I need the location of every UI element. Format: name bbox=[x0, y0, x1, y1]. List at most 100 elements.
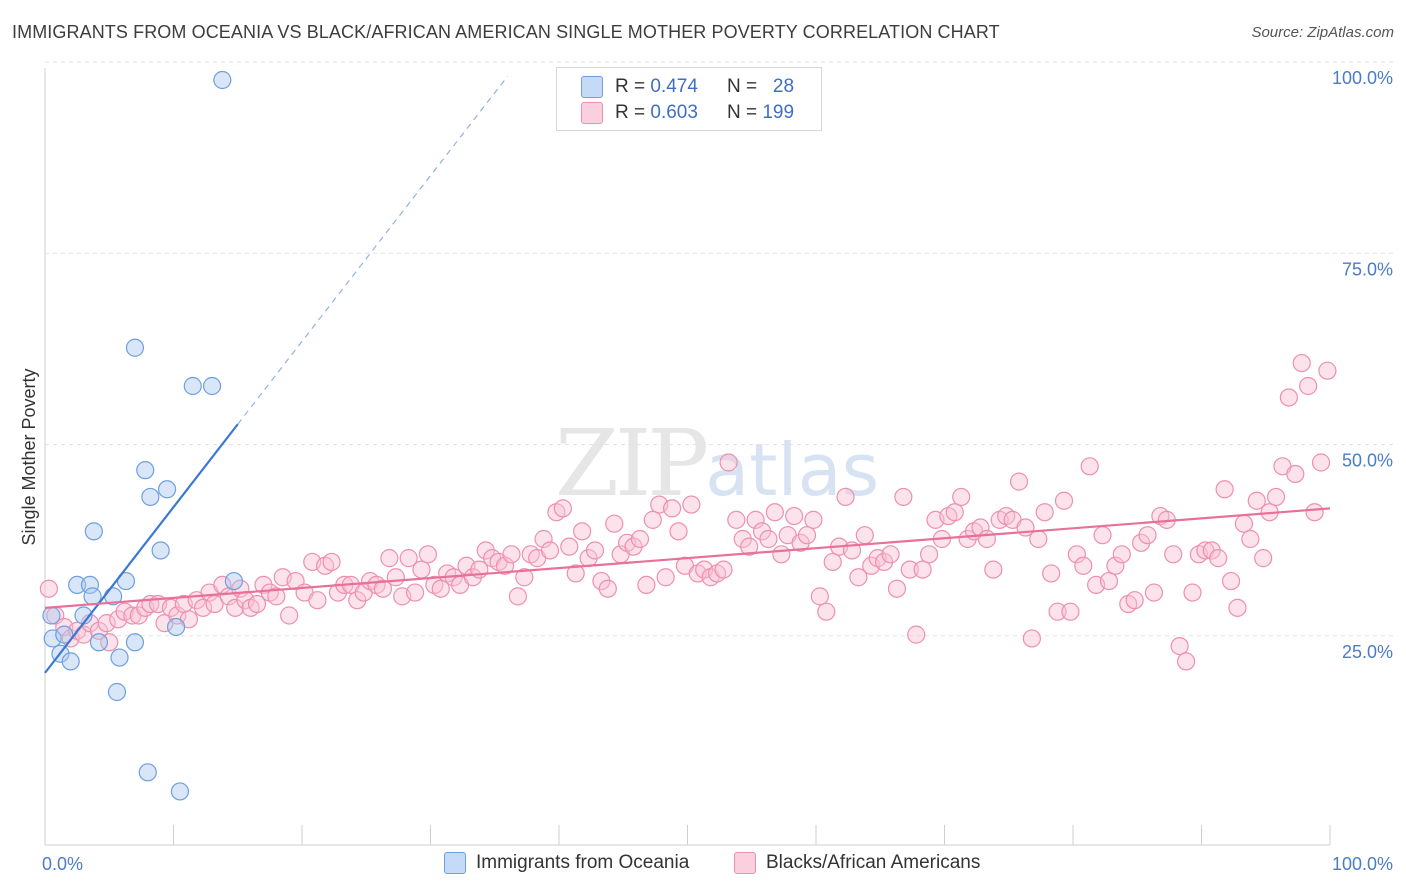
legend-r-label: R = bbox=[615, 102, 646, 123]
point-black bbox=[1042, 564, 1061, 583]
point-oceania bbox=[224, 571, 243, 591]
legend-swatch-oceania bbox=[581, 76, 603, 98]
point-black bbox=[502, 545, 521, 564]
point-black bbox=[1106, 556, 1125, 575]
point-black bbox=[308, 591, 327, 610]
point-black bbox=[193, 598, 213, 617]
point-black bbox=[656, 568, 675, 587]
point-black bbox=[682, 495, 701, 514]
point-black bbox=[1035, 503, 1054, 522]
point-black bbox=[1183, 583, 1202, 602]
point-black bbox=[226, 598, 245, 617]
point-black bbox=[1029, 529, 1048, 549]
point-black bbox=[373, 579, 393, 598]
point-oceania bbox=[61, 652, 80, 671]
point-oceania bbox=[80, 575, 100, 595]
point-black bbox=[566, 564, 585, 583]
chart-title: IMMIGRANTS FROM OCEANIA VS BLACK/AFRICAN… bbox=[12, 22, 1000, 42]
point-black bbox=[573, 522, 592, 541]
point-black bbox=[553, 499, 572, 518]
point-black bbox=[719, 453, 738, 472]
point-black bbox=[1093, 526, 1112, 545]
series-label-oceania: Immigrants from Oceania bbox=[476, 852, 690, 873]
point-black bbox=[804, 510, 823, 529]
point-black bbox=[785, 506, 804, 526]
trend-lines bbox=[44, 75, 1331, 674]
legend-r-label: R = bbox=[615, 76, 646, 97]
point-oceania bbox=[125, 633, 145, 652]
point-black bbox=[669, 522, 688, 541]
legend-n-label: N = bbox=[726, 76, 758, 97]
correlation-legend: R = 0.474 N = 28 R = 0.603 N = 199 bbox=[556, 67, 822, 131]
point-oceania bbox=[170, 782, 190, 801]
tick-labels: 25.0% 50.0% 75.0% 100.0% 0.0% 100.0% bbox=[42, 68, 1393, 874]
point-black bbox=[817, 602, 836, 621]
legend-r-value: 0.474 bbox=[650, 76, 698, 97]
point-black bbox=[1022, 629, 1041, 648]
legend-n-value: 28 bbox=[772, 76, 795, 97]
point-black bbox=[605, 514, 624, 533]
point-black bbox=[598, 579, 617, 598]
point-black bbox=[765, 503, 784, 522]
point-black bbox=[431, 579, 450, 598]
point-black bbox=[100, 633, 119, 652]
point-black bbox=[1138, 526, 1157, 545]
point-oceania bbox=[138, 763, 157, 782]
point-black bbox=[759, 529, 778, 549]
point-oceania bbox=[55, 625, 74, 644]
point-oceania bbox=[89, 633, 109, 652]
point-black bbox=[495, 556, 515, 575]
legend-row-oceania: R = 0.474 N = 28 bbox=[581, 74, 794, 100]
point-black bbox=[1254, 549, 1273, 568]
point-black bbox=[1209, 549, 1228, 568]
point-black bbox=[399, 549, 418, 568]
point-black bbox=[515, 568, 534, 587]
point-black bbox=[1311, 453, 1331, 472]
point-black bbox=[405, 583, 425, 602]
point-black bbox=[534, 529, 553, 549]
point-black bbox=[977, 529, 997, 549]
point-oceania bbox=[110, 648, 129, 667]
point-black bbox=[1292, 353, 1311, 373]
point-oceania bbox=[151, 541, 170, 560]
point-black bbox=[386, 568, 405, 587]
point-black bbox=[1144, 583, 1164, 602]
point-oceania bbox=[202, 376, 222, 396]
point-black bbox=[643, 510, 662, 529]
point-black bbox=[1221, 571, 1241, 591]
point-black bbox=[418, 545, 438, 564]
point-black bbox=[1061, 602, 1080, 621]
point-black bbox=[740, 537, 759, 556]
point-black bbox=[1112, 545, 1131, 564]
point-black bbox=[746, 510, 765, 529]
point-black bbox=[1009, 472, 1029, 491]
point-black bbox=[97, 614, 116, 633]
axes bbox=[44, 68, 1331, 846]
point-black bbox=[772, 545, 791, 564]
point-black bbox=[907, 625, 926, 644]
point-black bbox=[1215, 480, 1234, 499]
point-black bbox=[1241, 529, 1260, 549]
series-legend-oceania: Immigrants from Oceania bbox=[444, 852, 689, 874]
point-black bbox=[39, 579, 58, 598]
point-black bbox=[1170, 636, 1189, 656]
point-black bbox=[1067, 545, 1086, 564]
point-black bbox=[1074, 556, 1093, 575]
point-black bbox=[900, 560, 919, 579]
point-black bbox=[380, 549, 399, 568]
point-black bbox=[1176, 652, 1196, 671]
point-black bbox=[540, 541, 560, 560]
series-legend-black: Blacks/African Americans bbox=[734, 852, 980, 874]
point-black bbox=[1305, 503, 1324, 522]
point-black bbox=[560, 537, 579, 556]
point-black bbox=[727, 510, 746, 529]
point-black bbox=[1247, 491, 1266, 510]
point-oceania bbox=[183, 376, 202, 396]
point-oceania bbox=[107, 682, 127, 702]
series-swatch-oceania bbox=[444, 852, 466, 874]
legend-n-label: N = bbox=[726, 102, 758, 123]
data-points bbox=[39, 70, 1337, 801]
legend-swatch-black bbox=[581, 102, 603, 124]
legend-r-value: 0.603 bbox=[650, 102, 698, 123]
